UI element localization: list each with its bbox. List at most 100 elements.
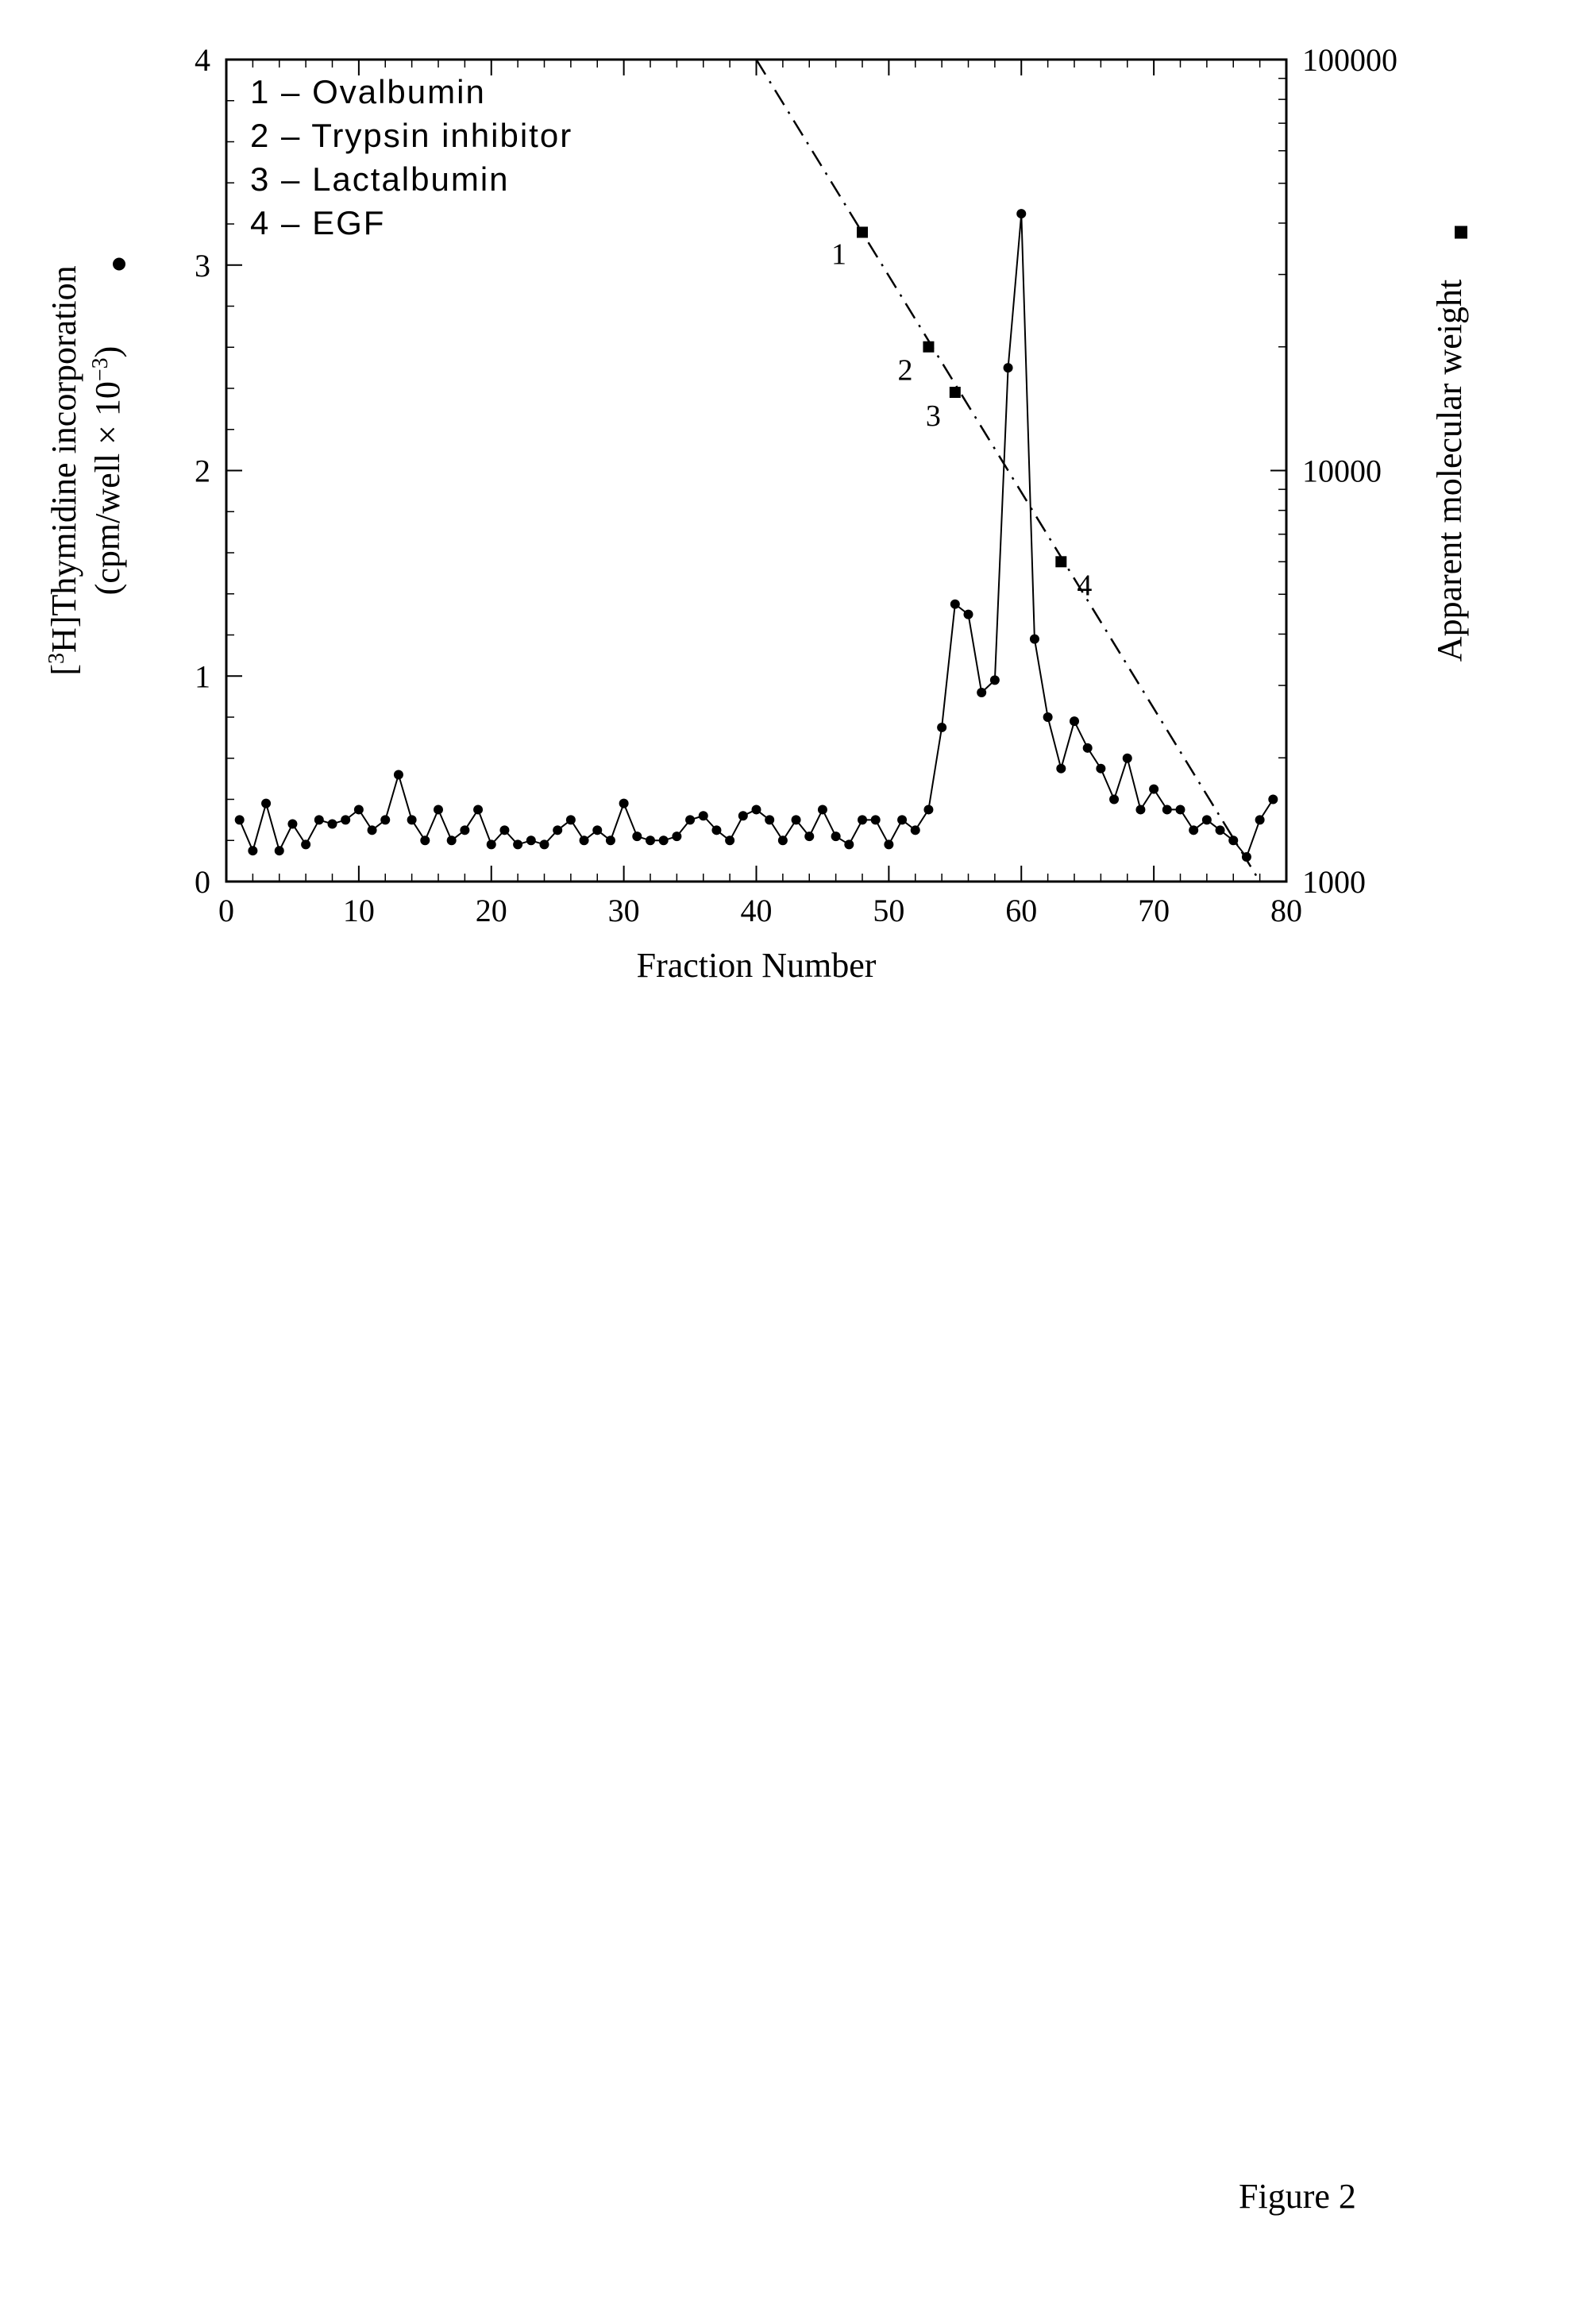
thymidine-point (1149, 785, 1158, 794)
thymidine-point (977, 688, 986, 697)
thymidine-point (897, 815, 907, 824)
y-right-label: Apparent molecular weight (1430, 280, 1469, 662)
yr-tick-label: 100000 (1302, 42, 1397, 78)
yl-tick-label: 3 (195, 248, 210, 284)
legend-item: 3 – Lactalbumin (250, 160, 510, 198)
mw-marker (923, 341, 934, 353)
thymidine-point (831, 832, 841, 841)
x-tick-label: 60 (1005, 893, 1037, 928)
mw-marker-label: 4 (1077, 569, 1092, 602)
legend-id: 3 (250, 160, 270, 198)
thymidine-point (314, 815, 324, 824)
thymidine-point (248, 846, 257, 855)
thymidine-point (950, 600, 960, 609)
legend-label: EGF (312, 204, 385, 241)
thymidine-point (499, 825, 509, 835)
thymidine-point (447, 835, 457, 845)
legend-id: 1 (250, 73, 270, 110)
thymidine-point (328, 820, 337, 829)
thymidine-point (1096, 764, 1105, 774)
mw-marker-label: 2 (897, 354, 912, 388)
thymidine-point (592, 825, 602, 835)
thymidine-point (1202, 815, 1212, 824)
thymidine-point (911, 825, 920, 835)
mw-marker-label: 1 (831, 237, 846, 271)
x-tick-label: 20 (476, 893, 507, 928)
thymidine-point (1216, 825, 1225, 835)
thymidine-point (711, 825, 721, 835)
thymidine-point (1030, 635, 1039, 644)
thymidine-point (420, 835, 430, 845)
thymidine-point (646, 835, 655, 845)
thymidine-point (473, 805, 483, 814)
mw-marker (950, 387, 961, 398)
y-left-label-2: (cpm/well × 10−3) (88, 346, 128, 596)
legend-id: 4 (250, 204, 270, 241)
thymidine-point (580, 835, 589, 845)
y-right-marker-icon (1455, 226, 1467, 239)
thymidine-point (540, 839, 549, 849)
thymidine-point (1268, 795, 1278, 805)
mw-marker (857, 226, 868, 237)
thymidine-point (804, 832, 814, 841)
thymidine-point (1189, 825, 1198, 835)
thymidine-point (884, 839, 893, 849)
thymidine-point (672, 832, 681, 841)
thymidine-point (1176, 805, 1185, 814)
thymidine-point (725, 835, 734, 845)
thymidine-point (699, 811, 708, 820)
thymidine-point (301, 839, 310, 849)
thymidine-point (287, 820, 297, 829)
yl-tick-label: 0 (195, 864, 210, 900)
legend-id: 2 (250, 117, 270, 154)
thymidine-point (1135, 805, 1145, 814)
thymidine-point (1070, 716, 1079, 726)
legend-item: 4 – EGF (250, 204, 385, 241)
thymidine-point (553, 825, 562, 835)
thymidine-point (368, 825, 377, 835)
x-tick-label: 70 (1138, 893, 1170, 928)
thymidine-point (1123, 754, 1132, 763)
x-tick-label: 50 (873, 893, 904, 928)
yr-tick-label: 10000 (1302, 453, 1382, 489)
thymidine-point (460, 825, 469, 835)
thymidine-point (1016, 209, 1026, 218)
y-left-label-1: [3H]Thymidine incorporation (44, 265, 84, 675)
legend-item: 2 – Trypsin inhibitor (250, 117, 572, 154)
thymidine-point (923, 805, 933, 814)
thymidine-point (778, 835, 788, 845)
thymidine-point (871, 815, 881, 824)
thymidine-point (685, 815, 695, 824)
legend-label: Trypsin inhibitor (311, 117, 572, 154)
thymidine-point (235, 815, 245, 824)
thymidine-point (818, 805, 827, 814)
thymidine-point (937, 723, 946, 732)
yl-tick-label: 4 (195, 42, 210, 78)
thymidine-point (1056, 764, 1066, 774)
yl-tick-label: 2 (195, 453, 210, 489)
thymidine-point (1162, 805, 1172, 814)
yl-tick-label: 1 (195, 658, 210, 694)
mw-calibration-line (757, 60, 1260, 882)
thymidine-point (606, 835, 615, 845)
yr-tick-label: 1000 (1302, 864, 1366, 900)
thymidine-point (261, 799, 271, 808)
legend-item: 1 – Ovalbumin (250, 73, 486, 110)
thymidine-point (354, 805, 364, 814)
thymidine-point (858, 815, 867, 824)
mw-marker-label: 3 (926, 399, 941, 433)
x-axis-label: Fraction Number (637, 946, 877, 985)
thymidine-point (513, 839, 522, 849)
thymidine-point (990, 675, 1000, 685)
thymidine-point (844, 839, 854, 849)
thymidine-point (566, 815, 576, 824)
thymidine-point (341, 815, 350, 824)
thymidine-point (792, 815, 801, 824)
thymidine-point (765, 815, 774, 824)
thymidine-point (1109, 795, 1119, 805)
thymidine-point (738, 811, 748, 820)
thymidine-point (487, 839, 496, 849)
x-tick-label: 80 (1270, 893, 1302, 928)
x-tick-label: 40 (741, 893, 773, 928)
figure-caption: Figure 2 (1239, 2177, 1356, 2216)
